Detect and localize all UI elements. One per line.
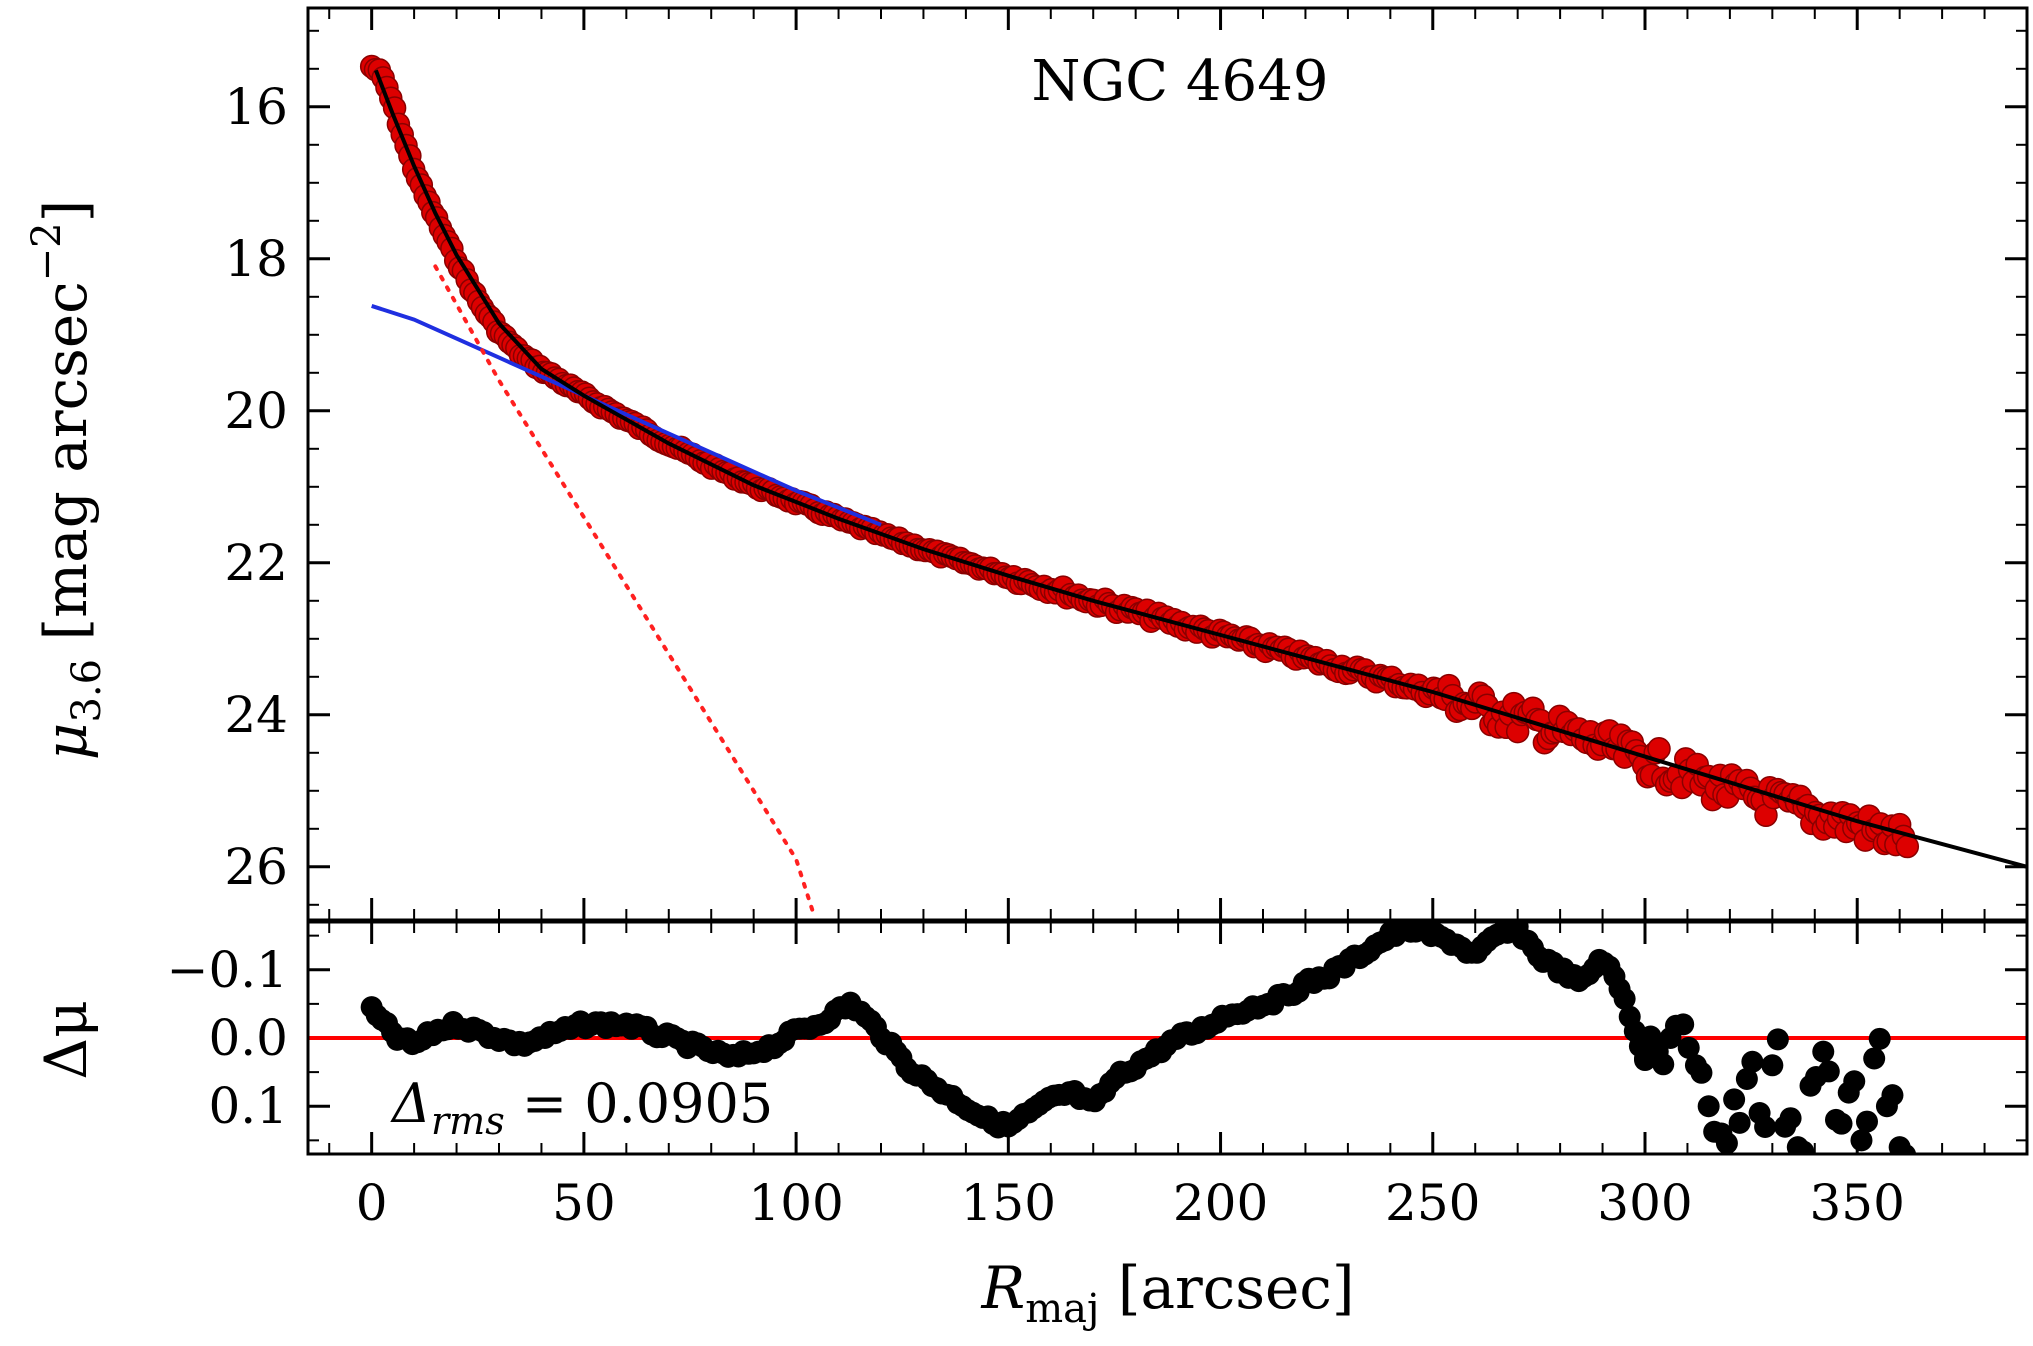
main-ytick-label: 22 [224, 534, 288, 592]
xtick-labels: 0 50 100 150 200 250 300 350 [356, 1174, 1905, 1232]
bulge-component-line [433, 264, 816, 915]
ylabel-unit: [mag arcsec [32, 281, 100, 659]
xtick-label: 300 [1597, 1174, 1692, 1232]
xlabel-subscript: maj [1025, 1286, 1099, 1332]
xtick-label: 150 [961, 1174, 1056, 1232]
residual-point [1868, 1027, 1891, 1050]
residual-point [1894, 1143, 1917, 1154]
main-ylabel: μ3.6 [mag arcsec−2] [24, 200, 110, 761]
residual-point [1761, 1054, 1784, 1077]
residual-point [1652, 1053, 1675, 1076]
xtick-label: 100 [748, 1174, 843, 1232]
residual-ticks [308, 922, 2028, 1154]
rms-annotation: Δrms = 0.0905 [390, 1072, 773, 1143]
residual-point [1697, 1095, 1720, 1118]
main-ytick-label: 24 [224, 686, 288, 744]
main-ytick-labels: 16 18 20 22 24 26 [224, 78, 288, 896]
residual-point [1843, 1070, 1866, 1093]
xtick-label: 200 [1173, 1174, 1268, 1232]
residual-point [1830, 1112, 1853, 1135]
main-ytick-label: 20 [224, 382, 288, 440]
main-ytick-label: 18 [224, 230, 288, 288]
xtick-label: 0 [356, 1174, 388, 1232]
residual-ylabel: Δμ [32, 1000, 100, 1080]
residual-panel: −0.1 0.0 0.1 0 50 100 150 200 250 300 350 Δμ Δrms… [32, 920, 2029, 1332]
residual-point [1855, 1110, 1878, 1133]
chart-title: NGC 4649 [1032, 49, 1329, 114]
res-ytick-label: 0.0 [208, 1009, 288, 1067]
main-ytick-label: 26 [224, 838, 288, 896]
residual-point [1754, 1115, 1777, 1138]
rms-subscript: rms [431, 1099, 505, 1143]
ylabel-subscript: 3.6 [64, 659, 110, 723]
res-ytick-label: −0.1 [167, 941, 288, 999]
residual-point [1850, 1129, 1873, 1152]
ylabel-sup: −2 [24, 222, 70, 281]
xlabel: Rmaj [arcsec] [981, 1254, 1355, 1332]
rms-value: = 0.0905 [505, 1072, 774, 1135]
res-ytick-label: 0.1 [208, 1077, 288, 1135]
xlabel-unit: [arcsec] [1099, 1254, 1354, 1322]
residual-point [1735, 1067, 1758, 1090]
main-frame [306, 6, 2029, 922]
main-marks [359, 54, 2027, 915]
residual-point [1881, 1084, 1904, 1107]
main-ticks [308, 8, 2028, 920]
residual-ytick-labels: −0.1 0.0 0.1 [167, 941, 288, 1135]
ylabel-close: ] [32, 200, 100, 223]
residual-point [1741, 1050, 1764, 1073]
residual-point [1690, 1061, 1713, 1084]
ylabel-symbol: μ [32, 723, 100, 761]
residual-point [1613, 987, 1636, 1010]
residual-point [1779, 1107, 1802, 1130]
xtick-label: 50 [552, 1174, 616, 1232]
residual-point [1723, 1088, 1746, 1111]
residual-point [1766, 1028, 1789, 1051]
xtick-label: 350 [1810, 1174, 1905, 1232]
residual-point [1715, 1132, 1738, 1154]
rms-lhs: Δ [390, 1072, 431, 1135]
xtick-label: 250 [1385, 1174, 1480, 1232]
total-model-line [374, 69, 2027, 869]
disk-component-line [371, 304, 882, 527]
residual-frame [306, 920, 2029, 1156]
residual-point [1863, 1047, 1886, 1070]
residual-point [1817, 1060, 1840, 1083]
xlabel-symbol: R [981, 1254, 1026, 1322]
residual-point [1812, 1040, 1835, 1063]
residual-point [1792, 1140, 1815, 1154]
main-panel: NGC 4649 16 18 20 22 24 26 μ3.6 [mag arcsec−2… [24, 6, 2029, 922]
main-ytick-label: 16 [224, 78, 288, 136]
data-point [1895, 834, 1920, 859]
residual-point [1677, 1036, 1700, 1059]
residual-point [1728, 1111, 1751, 1134]
residual-point [1672, 1013, 1695, 1036]
residual-marks [308, 922, 2027, 1154]
